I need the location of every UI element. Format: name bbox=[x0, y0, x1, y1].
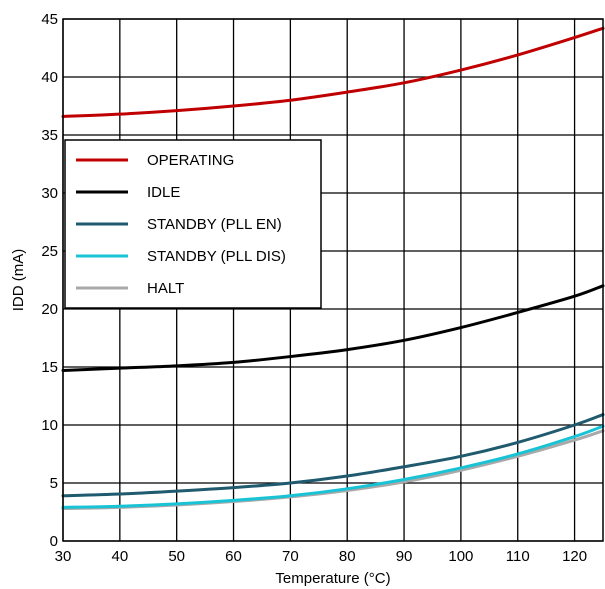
x-tick-label: 70 bbox=[282, 548, 299, 565]
x-tick-label: 120 bbox=[562, 548, 587, 565]
y-tick-label: 40 bbox=[41, 69, 58, 86]
x-tick-label: 100 bbox=[448, 548, 473, 565]
series-line-operating bbox=[61, 26, 605, 118]
legend-label: STANDBY (PLL EN) bbox=[147, 216, 282, 233]
legend: OPERATING IDLE STANDBY (PLL EN) STANDBY (PL… bbox=[64, 139, 322, 309]
x-tick-label: 80 bbox=[339, 548, 356, 565]
legend-label: OPERATING bbox=[147, 152, 234, 169]
ticks: 30 40 50 60 70 80 90 100 110 120 0 5 10 15 20 25 30 35 40 4… bbox=[41, 11, 587, 565]
x-tick-label: 30 bbox=[55, 548, 72, 565]
y-tick-label: 45 bbox=[41, 11, 58, 28]
x-tick-label: 40 bbox=[111, 548, 128, 565]
legend-label: HALT bbox=[147, 280, 184, 297]
y-tick-label: 10 bbox=[41, 417, 58, 434]
series-line-standby-pll-en bbox=[61, 413, 605, 498]
x-tick-label: 50 bbox=[168, 548, 185, 565]
y-tick-label: 20 bbox=[41, 301, 58, 318]
x-tick-label: 60 bbox=[225, 548, 242, 565]
x-tick-label: 90 bbox=[396, 548, 413, 565]
y-tick-label: 5 bbox=[50, 475, 58, 492]
y-axis-label: IDD (mA) bbox=[10, 249, 27, 312]
series-layer bbox=[61, 26, 605, 511]
series-line-idle bbox=[61, 284, 605, 372]
legend-label: IDLE bbox=[147, 184, 180, 201]
y-tick-label: 30 bbox=[41, 185, 58, 202]
y-tick-label: 0 bbox=[50, 533, 58, 550]
series-line-standby-pll-dis bbox=[61, 424, 605, 509]
x-tick-label: 110 bbox=[506, 548, 530, 565]
legend-label: STANDBY (PLL DIS) bbox=[147, 248, 286, 265]
y-tick-label: 15 bbox=[41, 359, 58, 376]
x-axis-label: Temperature (°C) bbox=[275, 570, 390, 587]
y-tick-label: 35 bbox=[41, 127, 58, 144]
plot-frame bbox=[62, 18, 604, 542]
y-tick-label: 25 bbox=[41, 243, 58, 260]
